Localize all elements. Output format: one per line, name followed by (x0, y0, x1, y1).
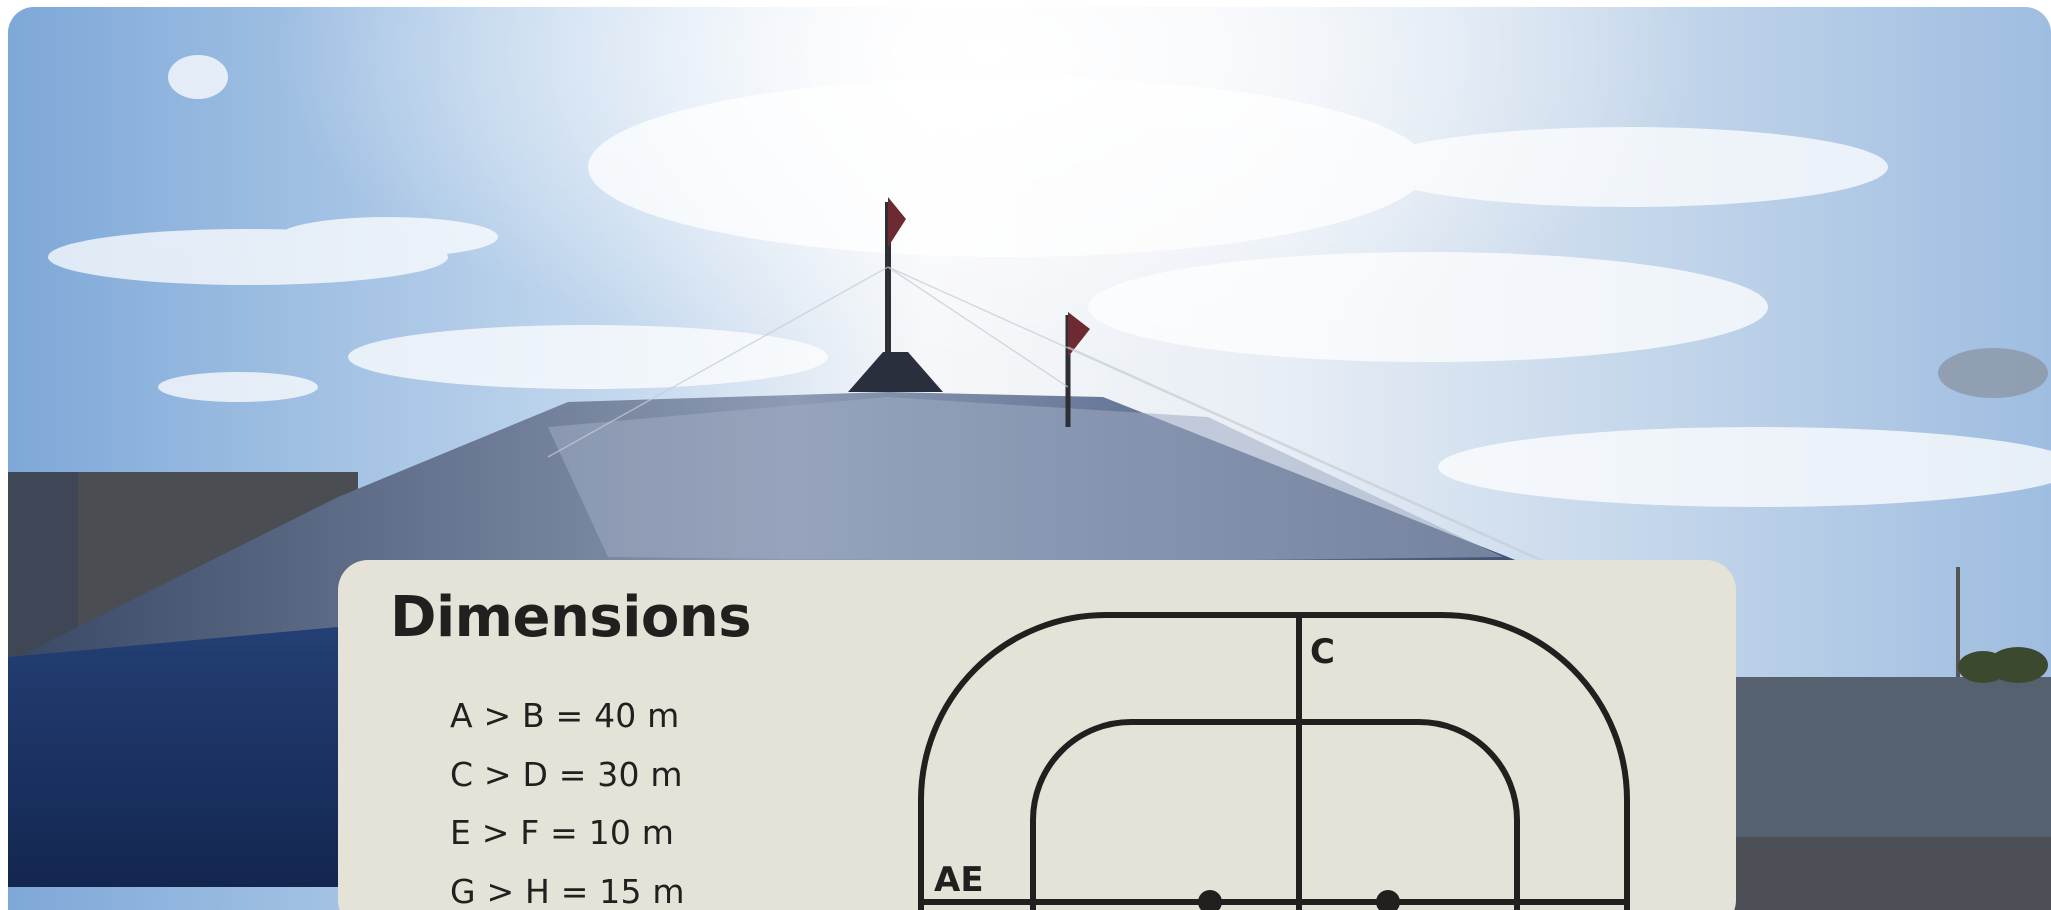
dimension-cd: C > D = 30 m (450, 754, 683, 794)
card-title: Dimensions (390, 585, 752, 650)
diagram-label-ae: AE (934, 860, 984, 900)
center-pole-left (1198, 890, 1222, 910)
outer-ring (918, 612, 1630, 910)
inner-ring (1030, 719, 1520, 910)
dimensions-list: A > B = 40 m C > D = 30 m E > F = 10 m G… (450, 687, 685, 910)
diagram-label-c: C (1310, 632, 1335, 672)
center-pole-right (1376, 890, 1400, 910)
dimension-ef: E > F = 10 m (450, 813, 675, 852)
dimension-gh: G > H = 15 m (450, 871, 685, 910)
dimension-ab: A > B = 40 m (450, 696, 680, 735)
photo-frame: Dimensions A > B = 40 m C > D = 30 m E >… (8, 7, 2051, 910)
dimensions-card: Dimensions A > B = 40 m C > D = 30 m E >… (338, 560, 1736, 910)
tent-plan-diagram: C AE (918, 612, 1630, 910)
